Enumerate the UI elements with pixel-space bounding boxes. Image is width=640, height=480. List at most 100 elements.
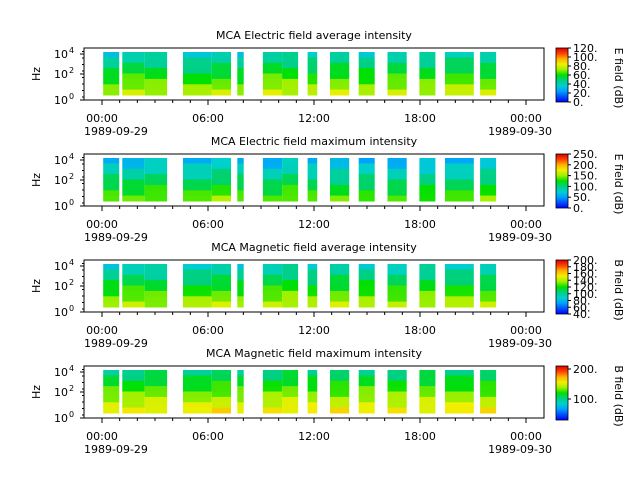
data-segment bbox=[122, 52, 145, 96]
spectral-cell bbox=[330, 375, 350, 382]
spectral-cell bbox=[144, 386, 168, 392]
spectral-cell bbox=[211, 264, 231, 270]
spectral-cell bbox=[262, 264, 283, 270]
spectral-cell bbox=[211, 184, 231, 191]
spectral-cell bbox=[262, 57, 283, 64]
spectral-cell bbox=[387, 84, 407, 91]
spectral-cell bbox=[211, 380, 231, 387]
spectral-cell bbox=[330, 84, 350, 91]
colorbar-tick-label: 0. bbox=[573, 96, 584, 109]
spectral-cell bbox=[387, 402, 407, 409]
y-tick-label: 10 bbox=[54, 306, 68, 319]
y-tick-exponent: 2 bbox=[69, 172, 74, 181]
data-segment bbox=[445, 264, 474, 308]
spectral-cell bbox=[211, 73, 231, 80]
spectral-cell bbox=[122, 168, 145, 175]
spectral-cell bbox=[445, 68, 474, 74]
spectral-cell bbox=[282, 269, 299, 276]
spectral-cell bbox=[358, 285, 375, 292]
data-segment bbox=[445, 158, 474, 202]
data-segment bbox=[387, 52, 407, 96]
spectral-cell bbox=[144, 174, 168, 180]
spectral-cell bbox=[387, 280, 407, 286]
spectral-cell bbox=[183, 84, 212, 91]
spectral-cell bbox=[122, 296, 145, 303]
colorbar-label: B field (dB) bbox=[612, 365, 625, 426]
spectral-cell bbox=[445, 301, 474, 308]
colorbar-tick-label: 140. bbox=[573, 274, 598, 287]
spectral-cell bbox=[330, 290, 350, 297]
spectral-cell bbox=[211, 174, 231, 180]
spectral-cell bbox=[144, 195, 168, 202]
spectral-cell bbox=[262, 402, 283, 409]
spectral-cell bbox=[307, 84, 318, 91]
spectral-cell bbox=[262, 89, 283, 96]
x-date-label: 1989-09-30 bbox=[488, 337, 552, 350]
spectral-cell bbox=[282, 285, 299, 292]
spectral-cell bbox=[480, 73, 497, 80]
spectral-cell bbox=[358, 168, 375, 175]
spectral-cell bbox=[419, 380, 436, 387]
spectral-cell bbox=[445, 280, 474, 286]
y-tick-exponent: 4 bbox=[69, 152, 74, 161]
data-segment bbox=[282, 370, 299, 414]
spectral-cell bbox=[211, 391, 231, 398]
data-segment bbox=[358, 158, 375, 202]
colorbar bbox=[555, 259, 569, 315]
spectral-cell bbox=[419, 57, 436, 64]
spectral-cell bbox=[445, 184, 474, 191]
spectral-cell bbox=[183, 407, 212, 414]
spectral-cell bbox=[330, 264, 350, 270]
spectral-cell bbox=[419, 290, 436, 297]
spectral-cell bbox=[103, 370, 120, 376]
spectral-cell bbox=[480, 274, 497, 281]
spectral-cell bbox=[330, 184, 350, 191]
spectral-cell bbox=[358, 57, 375, 64]
x-date-label: 1989-09-29 bbox=[84, 443, 148, 456]
spectral-cell bbox=[480, 168, 497, 175]
spectral-cell bbox=[307, 89, 318, 96]
spectral-cell bbox=[183, 264, 212, 270]
panel-title: MCA Electric field average intensity bbox=[216, 29, 412, 42]
data-segment bbox=[307, 370, 318, 414]
spectral-cell bbox=[211, 195, 231, 202]
spectral-cell bbox=[211, 190, 231, 197]
spectral-cell bbox=[358, 68, 375, 74]
spectral-cell bbox=[330, 89, 350, 96]
spectral-cell bbox=[211, 386, 231, 392]
spectral-cell bbox=[103, 280, 120, 286]
spectral-cell bbox=[122, 158, 145, 164]
spectral-cell bbox=[445, 391, 474, 398]
data-segment bbox=[122, 158, 145, 202]
x-date-label: 1989-09-29 bbox=[84, 231, 148, 244]
spectral-cell bbox=[330, 174, 350, 180]
spectral-cell bbox=[419, 62, 436, 69]
spectral-cell bbox=[144, 290, 168, 297]
y-tick-exponent: 4 bbox=[69, 364, 74, 373]
data-segment bbox=[330, 158, 350, 202]
spectral-cell bbox=[358, 62, 375, 69]
y-axis-label: Hz bbox=[30, 279, 43, 293]
data-segment bbox=[262, 264, 283, 308]
spectral-cell bbox=[183, 179, 212, 186]
spectral-cell bbox=[445, 396, 474, 403]
spectral-cell bbox=[330, 269, 350, 276]
spectral-cell bbox=[211, 179, 231, 186]
spectral-cell bbox=[307, 396, 318, 403]
spectral-cell bbox=[237, 380, 244, 387]
spectral-cell bbox=[387, 396, 407, 403]
spectral-cell bbox=[445, 380, 474, 387]
spectral-cell bbox=[262, 84, 283, 91]
spectral-cell bbox=[282, 68, 299, 74]
spectral-cell bbox=[262, 158, 283, 164]
y-tick-exponent: 2 bbox=[69, 384, 74, 393]
spectral-cell bbox=[307, 184, 318, 191]
data-segment bbox=[387, 370, 407, 414]
x-date-label: 1989-09-30 bbox=[488, 443, 552, 456]
data-segment bbox=[282, 52, 299, 96]
spectral-cell bbox=[262, 52, 283, 58]
spectral-cell bbox=[480, 174, 497, 180]
spectral-cell bbox=[282, 163, 299, 170]
spectral-cell bbox=[480, 195, 497, 202]
spectral-cell bbox=[282, 184, 299, 191]
